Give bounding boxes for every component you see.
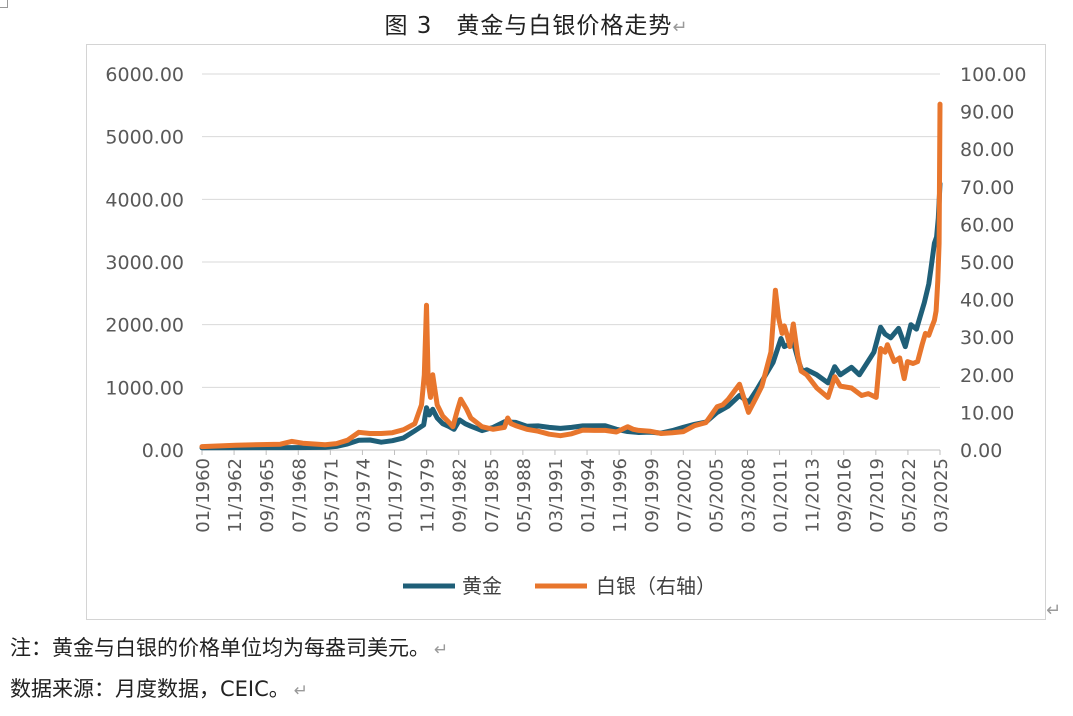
y-right-tick-label: 10.00 [960, 402, 1014, 424]
source-note: 数据来源：月度数据，CEIC。 ↵ [10, 673, 308, 703]
x-tick-label: 01/2011 [771, 458, 792, 533]
y-right-tick-label: 70.00 [960, 177, 1014, 199]
y-right-tick-label: 80.00 [960, 139, 1014, 161]
y-left-tick-label: 5000.00 [105, 127, 184, 149]
y-left-tick-label: 6000.00 [105, 64, 184, 86]
x-tick-label: 11/1996 [610, 458, 631, 533]
x-tick-label: 11/1962 [225, 458, 246, 533]
figure-title: 图 3 黄金与白银价格走势↵ [0, 6, 1073, 40]
y-right-tick-label: 40.00 [960, 290, 1014, 312]
gold-series-line [199, 181, 943, 451]
y-right-tick-label: 100.00 [960, 64, 1026, 86]
x-tick-label: 07/1985 [482, 458, 503, 533]
x-tick-label: 11/2013 [803, 458, 824, 533]
legend-label-gold: 黄金 [462, 574, 502, 598]
x-tick-label: 07/2019 [867, 458, 888, 533]
x-tick-label: 07/1968 [289, 458, 310, 533]
legend: 黄金 白银（右轴） [403, 574, 716, 598]
y-right-tick-label: 30.00 [960, 327, 1014, 349]
layout-corner-mark [0, 0, 8, 8]
x-tick-label: 03/2025 [931, 458, 952, 533]
legend-label-silver: 白银（右轴） [596, 574, 716, 598]
y-right-tick-label: 60.00 [960, 214, 1014, 236]
figure-title-text: 图 3 黄金与白银价格走势 [384, 13, 673, 39]
x-tick-label: 05/1988 [514, 458, 535, 533]
x-tick-label: 01/1977 [386, 458, 407, 533]
return-mark: ↵ [293, 681, 309, 701]
return-mark: ↵ [1046, 600, 1062, 621]
y-left-tick-label: 1000.00 [105, 377, 184, 399]
y-left-tick-label: 3000.00 [105, 252, 184, 274]
y-right-tick-label: 90.00 [960, 102, 1014, 124]
x-tick-label: 07/2002 [674, 458, 695, 533]
silver-series-line [199, 101, 943, 450]
return-mark: ↵ [672, 17, 689, 38]
y-right-tick-label: 20.00 [960, 365, 1014, 387]
axis-layer: 0.00 1000.00 2000.00 3000.00 4000.00 5000.00 6… [105, 64, 1026, 533]
chart-frame [86, 44, 1046, 620]
x-tick-label: 03/1991 [546, 458, 567, 533]
x-tick-label: 05/2005 [706, 458, 727, 533]
source-note-text: 数据来源：月度数据，CEIC。 [10, 677, 290, 701]
x-tick-label: 05/1971 [321, 458, 342, 533]
x-tick-label: 01/1994 [578, 458, 599, 533]
x-tick-label: 01/1960 [193, 458, 214, 533]
x-tick-label: 03/1974 [353, 458, 374, 533]
y-right-tick-label: 50.00 [960, 252, 1014, 274]
unit-note: 注：黄金与白银的价格单位均为每盎司美元。 ↵ [10, 632, 448, 662]
x-tick-label: 11/1979 [418, 458, 439, 533]
y-left-tick-label: 0.00 [142, 440, 184, 462]
series-layer [199, 101, 943, 451]
return-mark: ↵ [434, 640, 449, 660]
x-tick-label: 09/2016 [835, 458, 856, 533]
unit-note-text: 注：黄金与白银的价格单位均为每盎司美元。 [10, 636, 430, 660]
y-right-tick-label: 0.00 [960, 440, 1002, 462]
x-tick-label: 05/2022 [899, 458, 920, 533]
y-left-tick-label: 2000.00 [105, 315, 184, 337]
x-tick-label: 09/1965 [257, 458, 278, 533]
x-tick-label: 09/1999 [642, 458, 663, 533]
x-tick-label: 09/1982 [450, 458, 471, 533]
x-tick-label: 03/2008 [738, 458, 759, 533]
y-left-tick-label: 4000.00 [105, 189, 184, 211]
